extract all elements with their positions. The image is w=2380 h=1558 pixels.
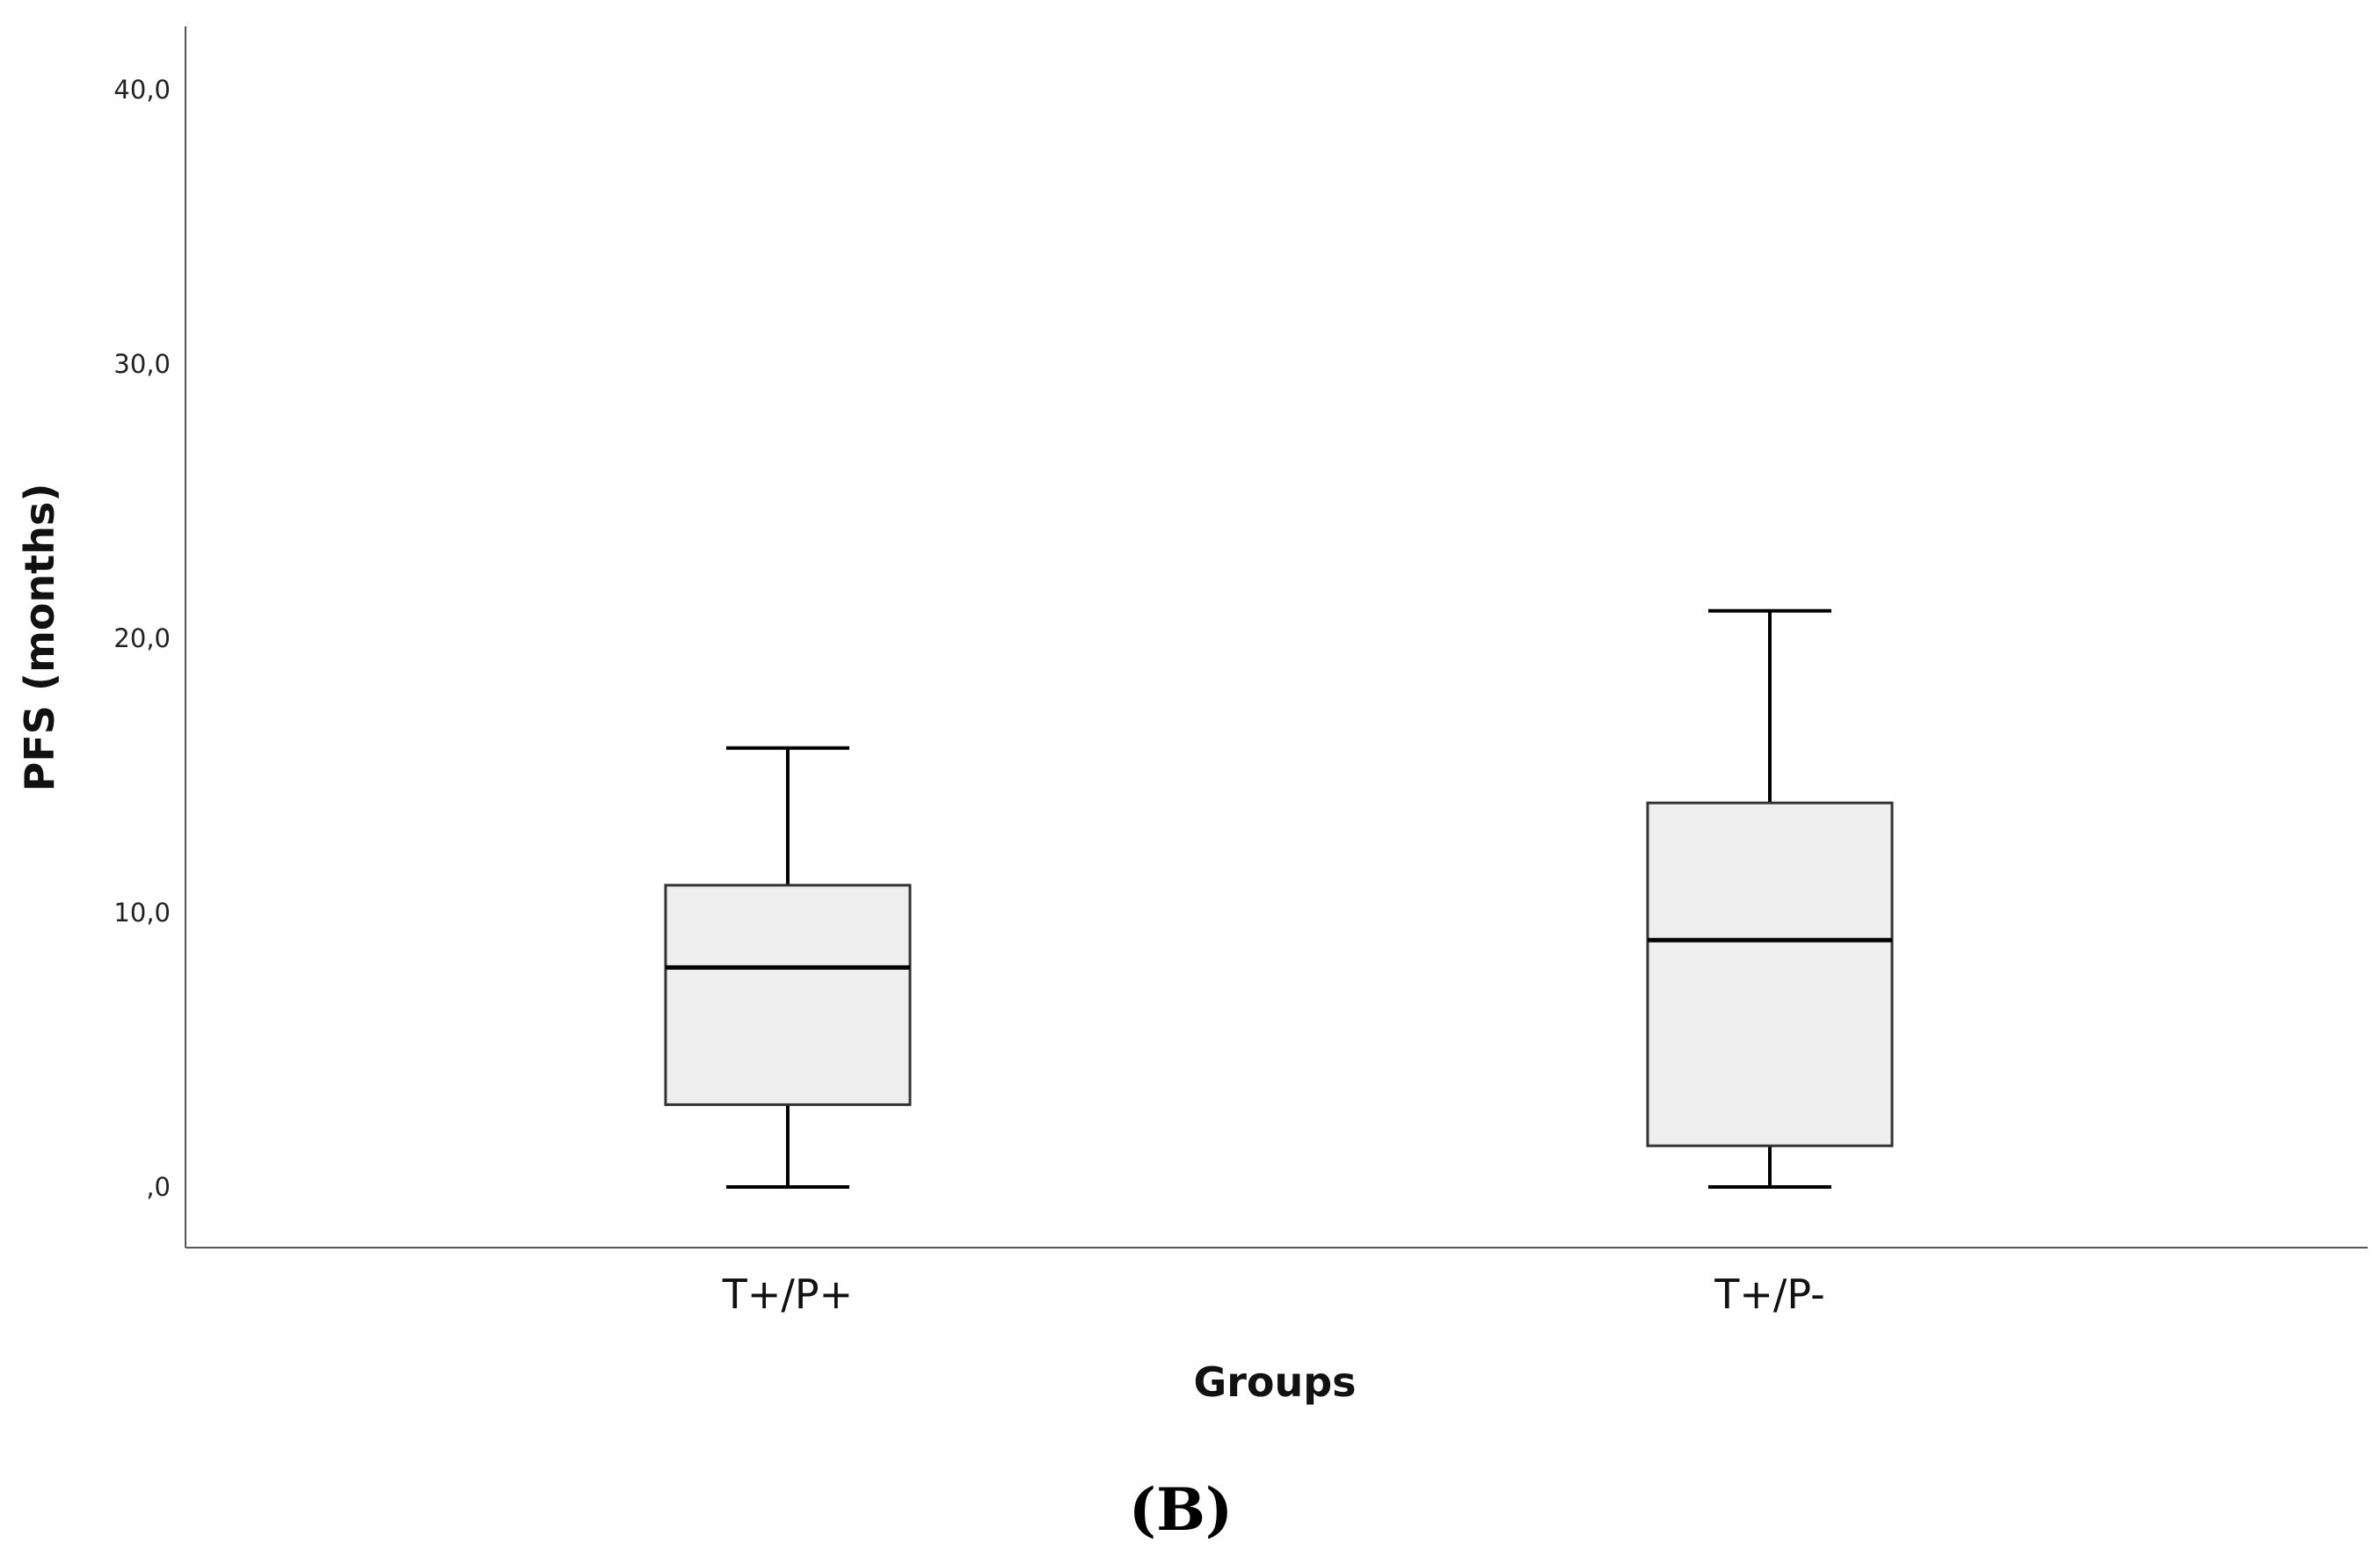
x-axis-title: Groups (1193, 1358, 1356, 1406)
y-tick-label: 10,0 (113, 898, 171, 928)
y-tick-label: 40,0 (113, 75, 171, 105)
y-tick-label: 20,0 (113, 623, 171, 653)
panel-label: (B) (1129, 1475, 1233, 1544)
y-tick-label: 30,0 (113, 349, 171, 379)
x-axis: T+/P+ T+/P- (186, 1247, 2368, 1318)
y-tick-label: ,0 (146, 1172, 171, 1202)
iqr-box (664, 884, 912, 1106)
box-1 (664, 746, 912, 1189)
y-axis-title: PFS (months) (16, 484, 63, 792)
boxes (664, 608, 1894, 1189)
y-axis: ,0 10,0 20,0 30,0 40,0 (113, 26, 186, 1248)
iqr-box (1646, 801, 1894, 1147)
x-tick-label: T+/P+ (722, 1270, 853, 1318)
x-tick-label: T+/P- (1714, 1270, 1824, 1318)
box-2 (1646, 608, 1894, 1189)
